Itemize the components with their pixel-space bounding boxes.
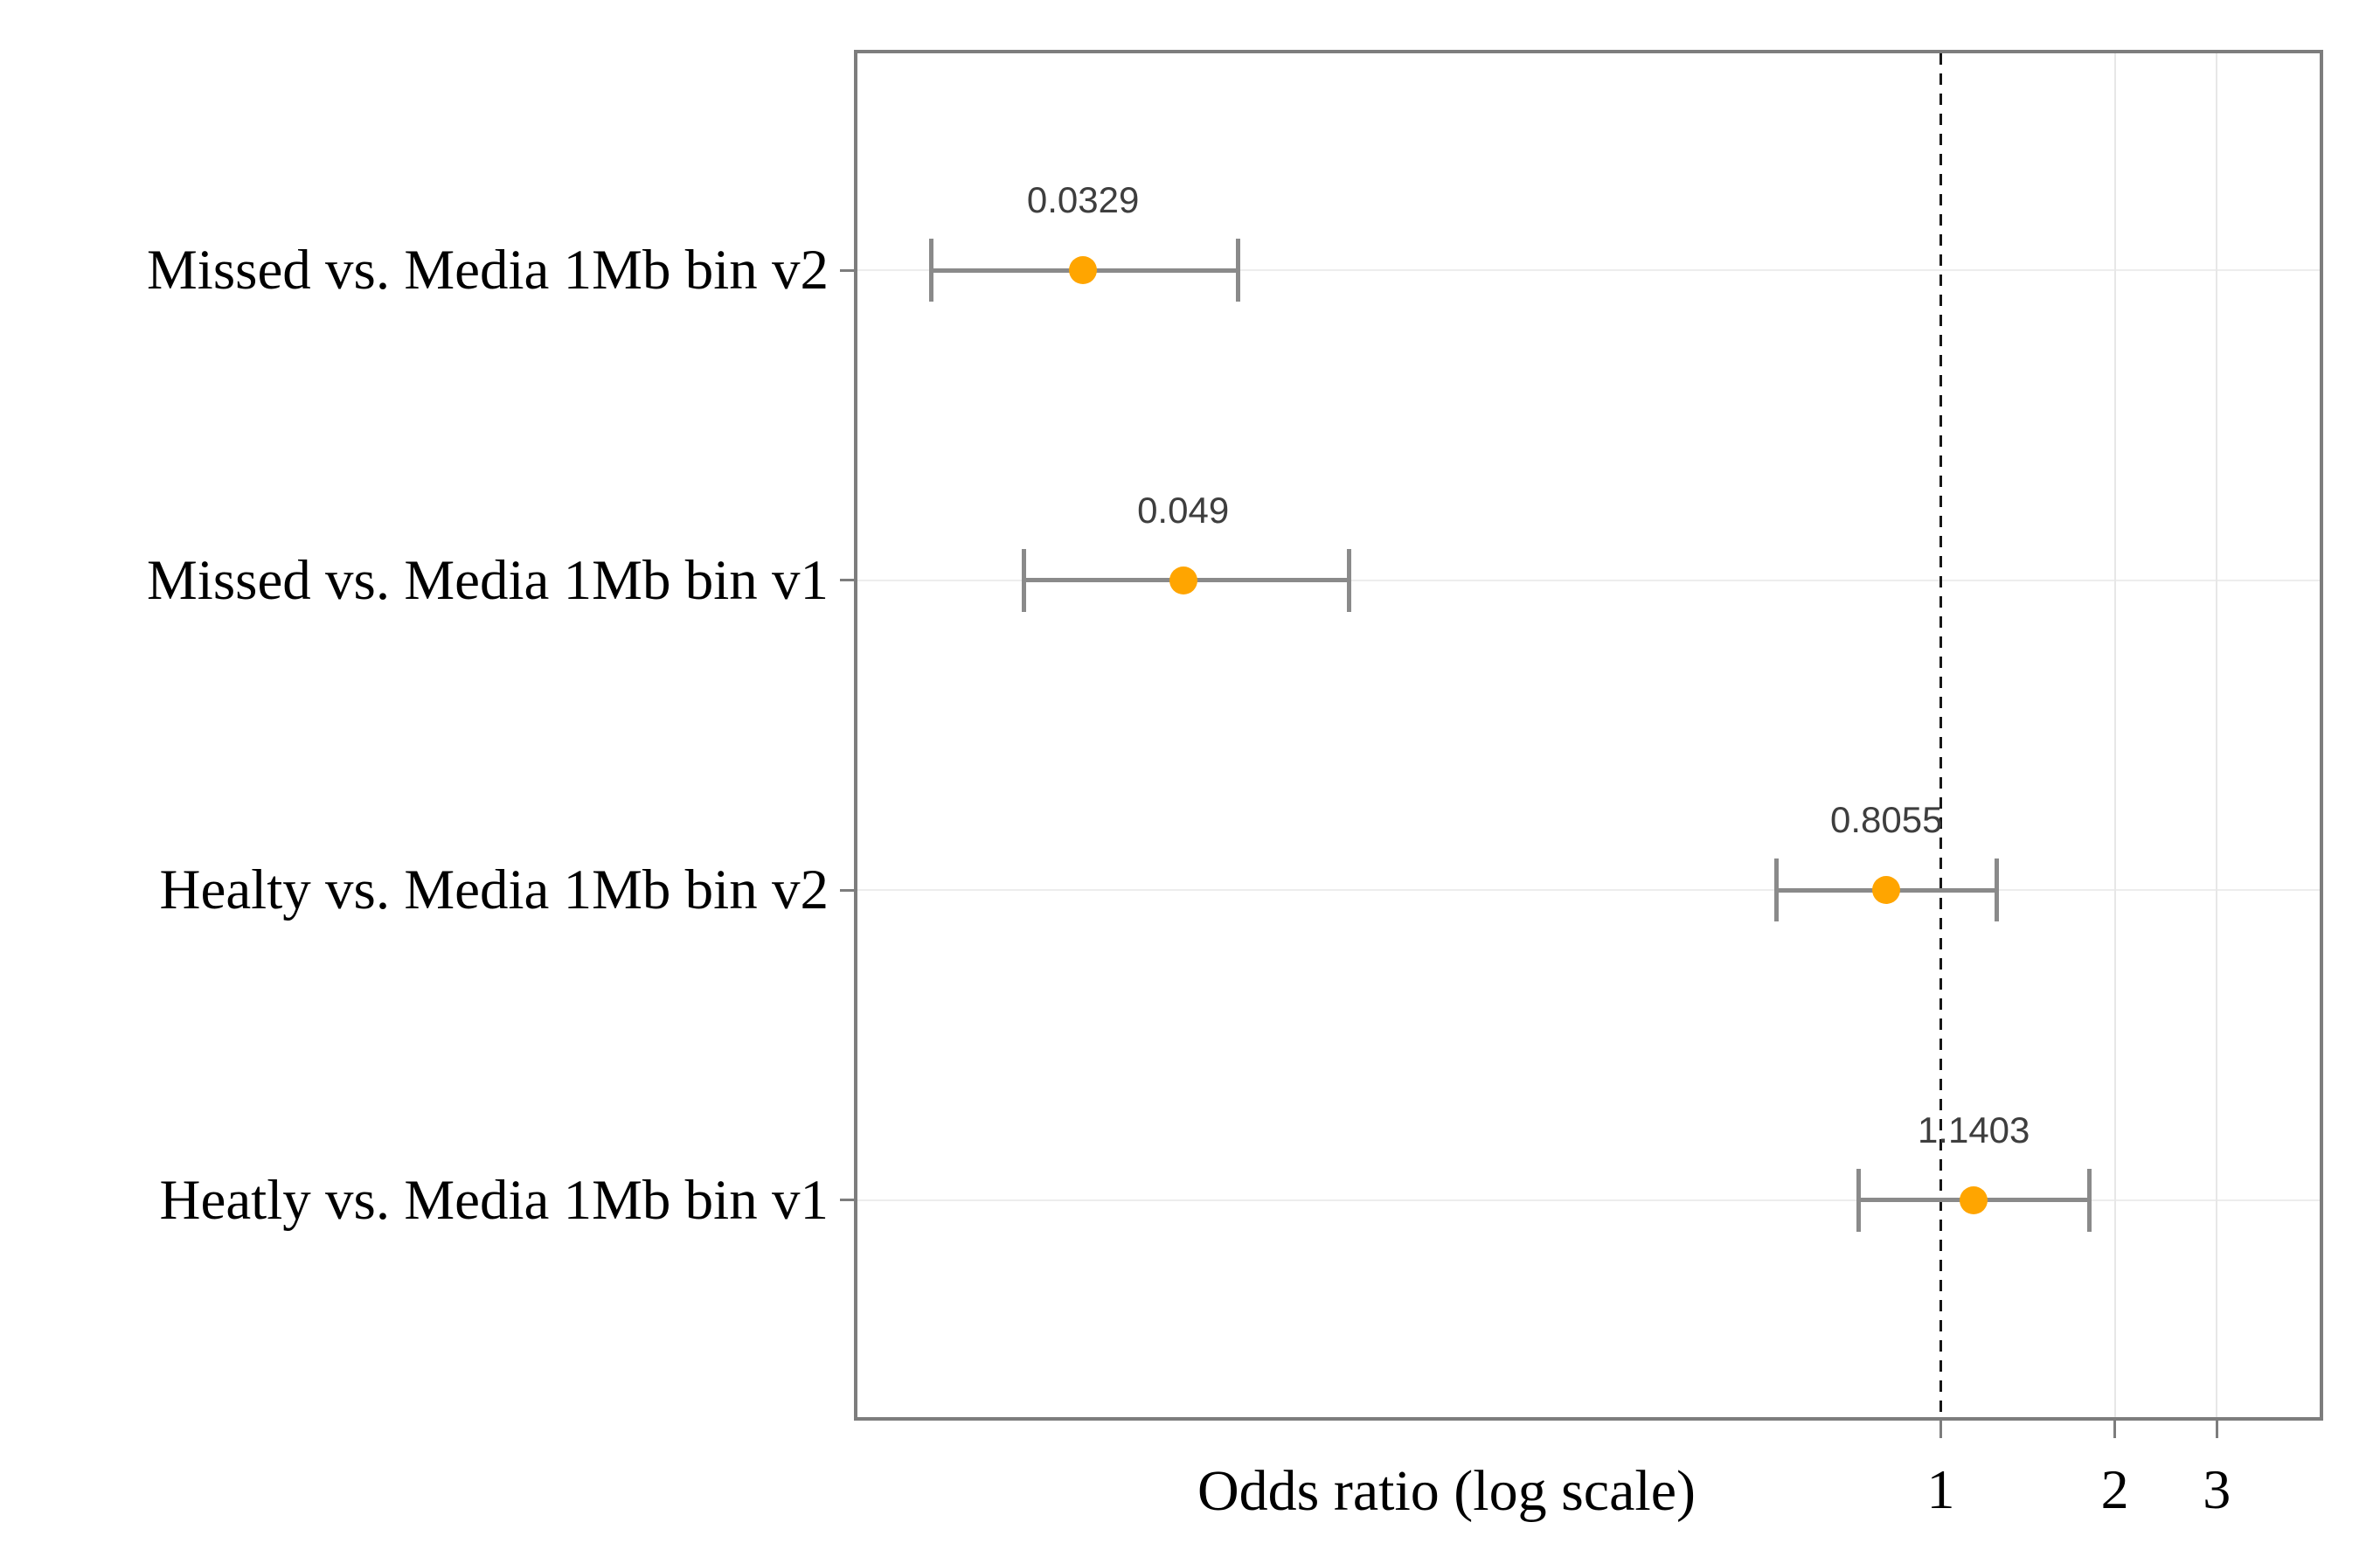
x-axis-tick-label: 2 (2100, 1458, 2129, 1520)
ci-cap-low (1774, 858, 1779, 922)
v-gridline (2113, 53, 2116, 1417)
odds-ratio-point (1872, 876, 1901, 905)
x-axis-tick (1939, 1421, 1942, 1438)
point-value-label: 0.0329 (1026, 179, 1140, 221)
y-axis-tick (840, 579, 857, 582)
x-axis-tick-label: 1 (1926, 1458, 1955, 1520)
y-axis-category-label: Healty vs. Media 1Mb bin v2 (159, 858, 829, 922)
y-axis-tick (840, 888, 857, 892)
ci-cap-high (1236, 239, 1241, 302)
v-gridline (2216, 53, 2218, 1417)
y-axis-tick (840, 268, 857, 272)
odds-ratio-point (1069, 256, 1098, 285)
y-axis-category-label: Heatly vs. Media 1Mb bin v1 (159, 1168, 829, 1232)
y-axis-category-label: Missed vs. Media 1Mb bin v1 (147, 548, 829, 612)
ci-cap-low (929, 239, 934, 302)
x-axis-tick (2215, 1421, 2218, 1438)
y-axis-tick (840, 1199, 857, 1202)
reference-line (1939, 53, 1942, 1417)
point-value-label: 0.8055 (1830, 799, 1943, 841)
odds-ratio-point (1169, 566, 1197, 594)
h-gridline (857, 1199, 2320, 1201)
ci-cap-low (1856, 1168, 1861, 1232)
ci-cap-high (1347, 548, 1352, 612)
plot-area-frame (854, 50, 2323, 1421)
h-gridline (857, 889, 2320, 892)
h-gridline (857, 269, 2320, 272)
x-axis-title: Odds ratio (log scale) (1197, 1459, 1696, 1523)
y-axis-category-label: Missed vs. Media 1Mb bin v2 (147, 239, 829, 302)
h-gridline (857, 579, 2320, 581)
point-value-label: 1.1403 (1917, 1109, 2030, 1150)
ci-cap-high (2087, 1168, 2092, 1232)
ci-cap-low (1022, 548, 1026, 612)
x-axis-tick-label: 3 (2203, 1458, 2231, 1520)
x-axis-tick (2113, 1421, 2117, 1438)
ci-cap-high (1995, 858, 2000, 922)
point-value-label: 0.049 (1137, 489, 1230, 531)
odds-ratio-point (1960, 1185, 1988, 1214)
